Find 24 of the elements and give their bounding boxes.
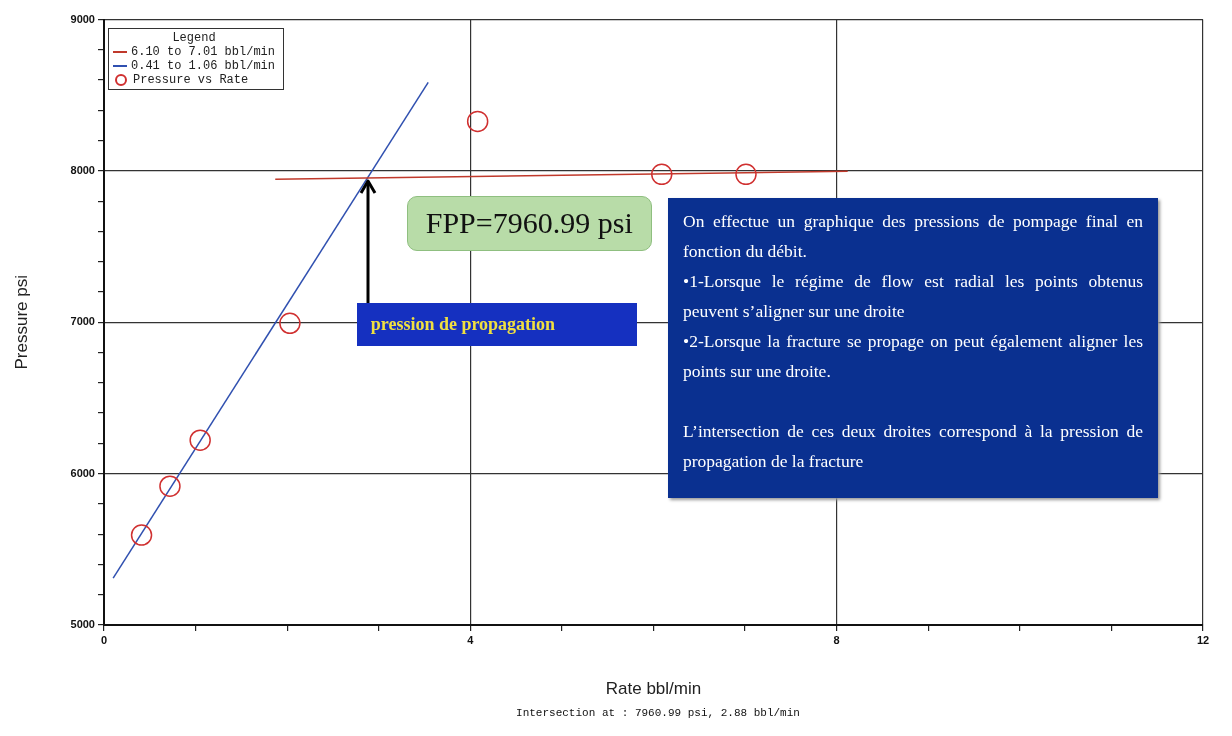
- x-axis-title: Rate bbl/min: [605, 679, 702, 699]
- y-tick-label: 7000: [70, 315, 95, 328]
- point: [650, 163, 673, 186]
- x-tick-label: 4: [467, 633, 475, 646]
- y-tick-label: 9000: [70, 12, 95, 25]
- point: [130, 524, 153, 546]
- y-tick-label: 6000: [70, 466, 95, 479]
- legend-label: 0.41 to 1.06 bbl/min: [131, 59, 276, 73]
- point: [159, 475, 181, 497]
- legend-label: 6.10 to 7.01 bbl/min: [131, 45, 276, 59]
- y-axis-title: Pressure psi: [11, 275, 31, 370]
- point: [279, 312, 301, 335]
- x-tick-label: 8: [833, 633, 840, 646]
- y-tick-label: 5000: [70, 618, 95, 631]
- point: [735, 163, 757, 186]
- text: On effectue un graphique des pressions de pompage final en fonction du débit. •1-Lorsque le régime de flow est radial les points obtenus peuvent s’aligner sur une droite •2-Lorsque la fracture se propage on peut également aligner les points sur une droite. L’intersection de ces deux droites correspond à la pression de propagation de la fracture: [683, 211, 1143, 471]
- text: Intersection at : 7960.99 psi, 2.88 bbl/min: [515, 707, 801, 719]
- legend-label: Pressure vs Rate: [133, 73, 249, 87]
- x-tick-label: 12: [1196, 633, 1210, 646]
- y-tick-label: 8000: [70, 163, 95, 176]
- x-tick-label: 0: [100, 633, 108, 646]
- point: [189, 429, 211, 451]
- legend-title: Legend: [171, 31, 217, 45]
- point: [466, 110, 489, 133]
